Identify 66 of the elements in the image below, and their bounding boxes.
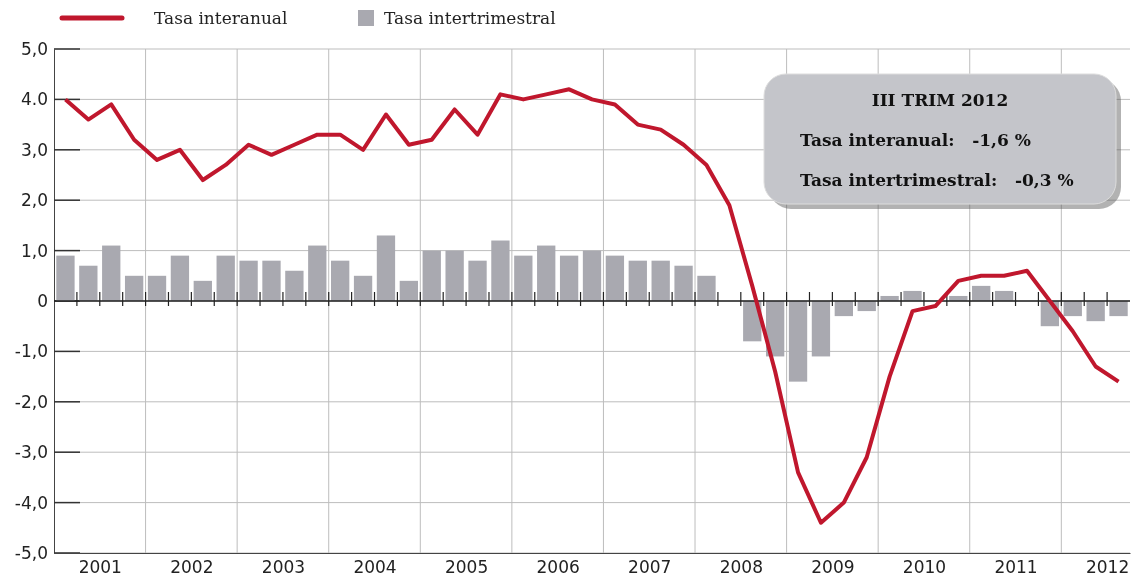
bar (239, 260, 258, 301)
bar (1063, 301, 1082, 317)
bar (1086, 301, 1105, 322)
bar (514, 255, 533, 301)
x-tick-label: 2005 (444, 557, 489, 578)
annotation: Tasa intertrimestral: -0,3 % (800, 170, 1074, 190)
y-tick-label: 3,0 (20, 139, 48, 160)
bar (102, 245, 121, 301)
bar (972, 285, 991, 301)
line-series (63, 87, 1121, 525)
bar (56, 255, 75, 301)
x-tick-label: 2007 (628, 557, 672, 578)
bar (79, 265, 98, 301)
bar (605, 255, 625, 301)
x-tick-label: 2011 (994, 557, 1038, 578)
bar (628, 260, 647, 301)
y-tick-label: -2,0 (14, 391, 48, 412)
bar (834, 301, 853, 317)
y-tick-label: 4.0 (20, 89, 48, 110)
bar (331, 260, 350, 301)
x-tick-label: 2004 (353, 557, 397, 578)
bar (674, 265, 693, 301)
y-tick-label: 2,0 (20, 190, 48, 211)
y-tick-label: 0 (37, 290, 48, 311)
bar (559, 255, 579, 301)
bar (697, 275, 716, 301)
annotation: Tasa interanual: -1,6 % (800, 130, 1031, 150)
bar (422, 250, 441, 301)
bar (491, 240, 510, 301)
y-tick-label: 1,0 (20, 240, 48, 261)
x-tick-label: 2001 (78, 557, 122, 578)
bar (903, 290, 922, 301)
bar (468, 260, 487, 301)
x-tick-label: 2009 (811, 557, 855, 578)
y-tick-label: 5,0 (20, 38, 48, 59)
y-tick-label: -3,0 (14, 442, 48, 463)
annotation: III TRIM 2012 (871, 90, 1009, 110)
bar (399, 280, 419, 301)
bar (811, 301, 831, 357)
bar (788, 301, 808, 382)
bar (582, 250, 602, 301)
bar (376, 235, 396, 301)
x-tick-label: 2012 (1085, 557, 1130, 578)
bar (651, 260, 670, 301)
bar (445, 250, 464, 301)
bar (285, 270, 304, 301)
bar (193, 280, 212, 301)
bar (124, 275, 144, 301)
bar (262, 260, 281, 301)
y-tick-label: -5,0 (14, 542, 48, 563)
bar (216, 255, 235, 301)
y-tick-label: -1,0 (14, 341, 48, 362)
x-tick-label: 2008 (719, 557, 763, 578)
bar (308, 245, 327, 301)
bar (537, 245, 556, 301)
x-tick-label: 2002 (170, 557, 214, 578)
bar (1109, 301, 1128, 317)
x-tick-label: 2003 (261, 557, 306, 578)
bar (353, 275, 373, 301)
legend-label: Tasa intertrimestral (384, 8, 556, 28)
bar (147, 275, 167, 301)
bar (170, 255, 190, 301)
x-tick-label: 2010 (902, 557, 947, 578)
legend-label: Tasa interanual (154, 8, 288, 28)
y-tick-label: -4,0 (14, 492, 48, 513)
x-tick-label: 2006 (536, 557, 580, 578)
